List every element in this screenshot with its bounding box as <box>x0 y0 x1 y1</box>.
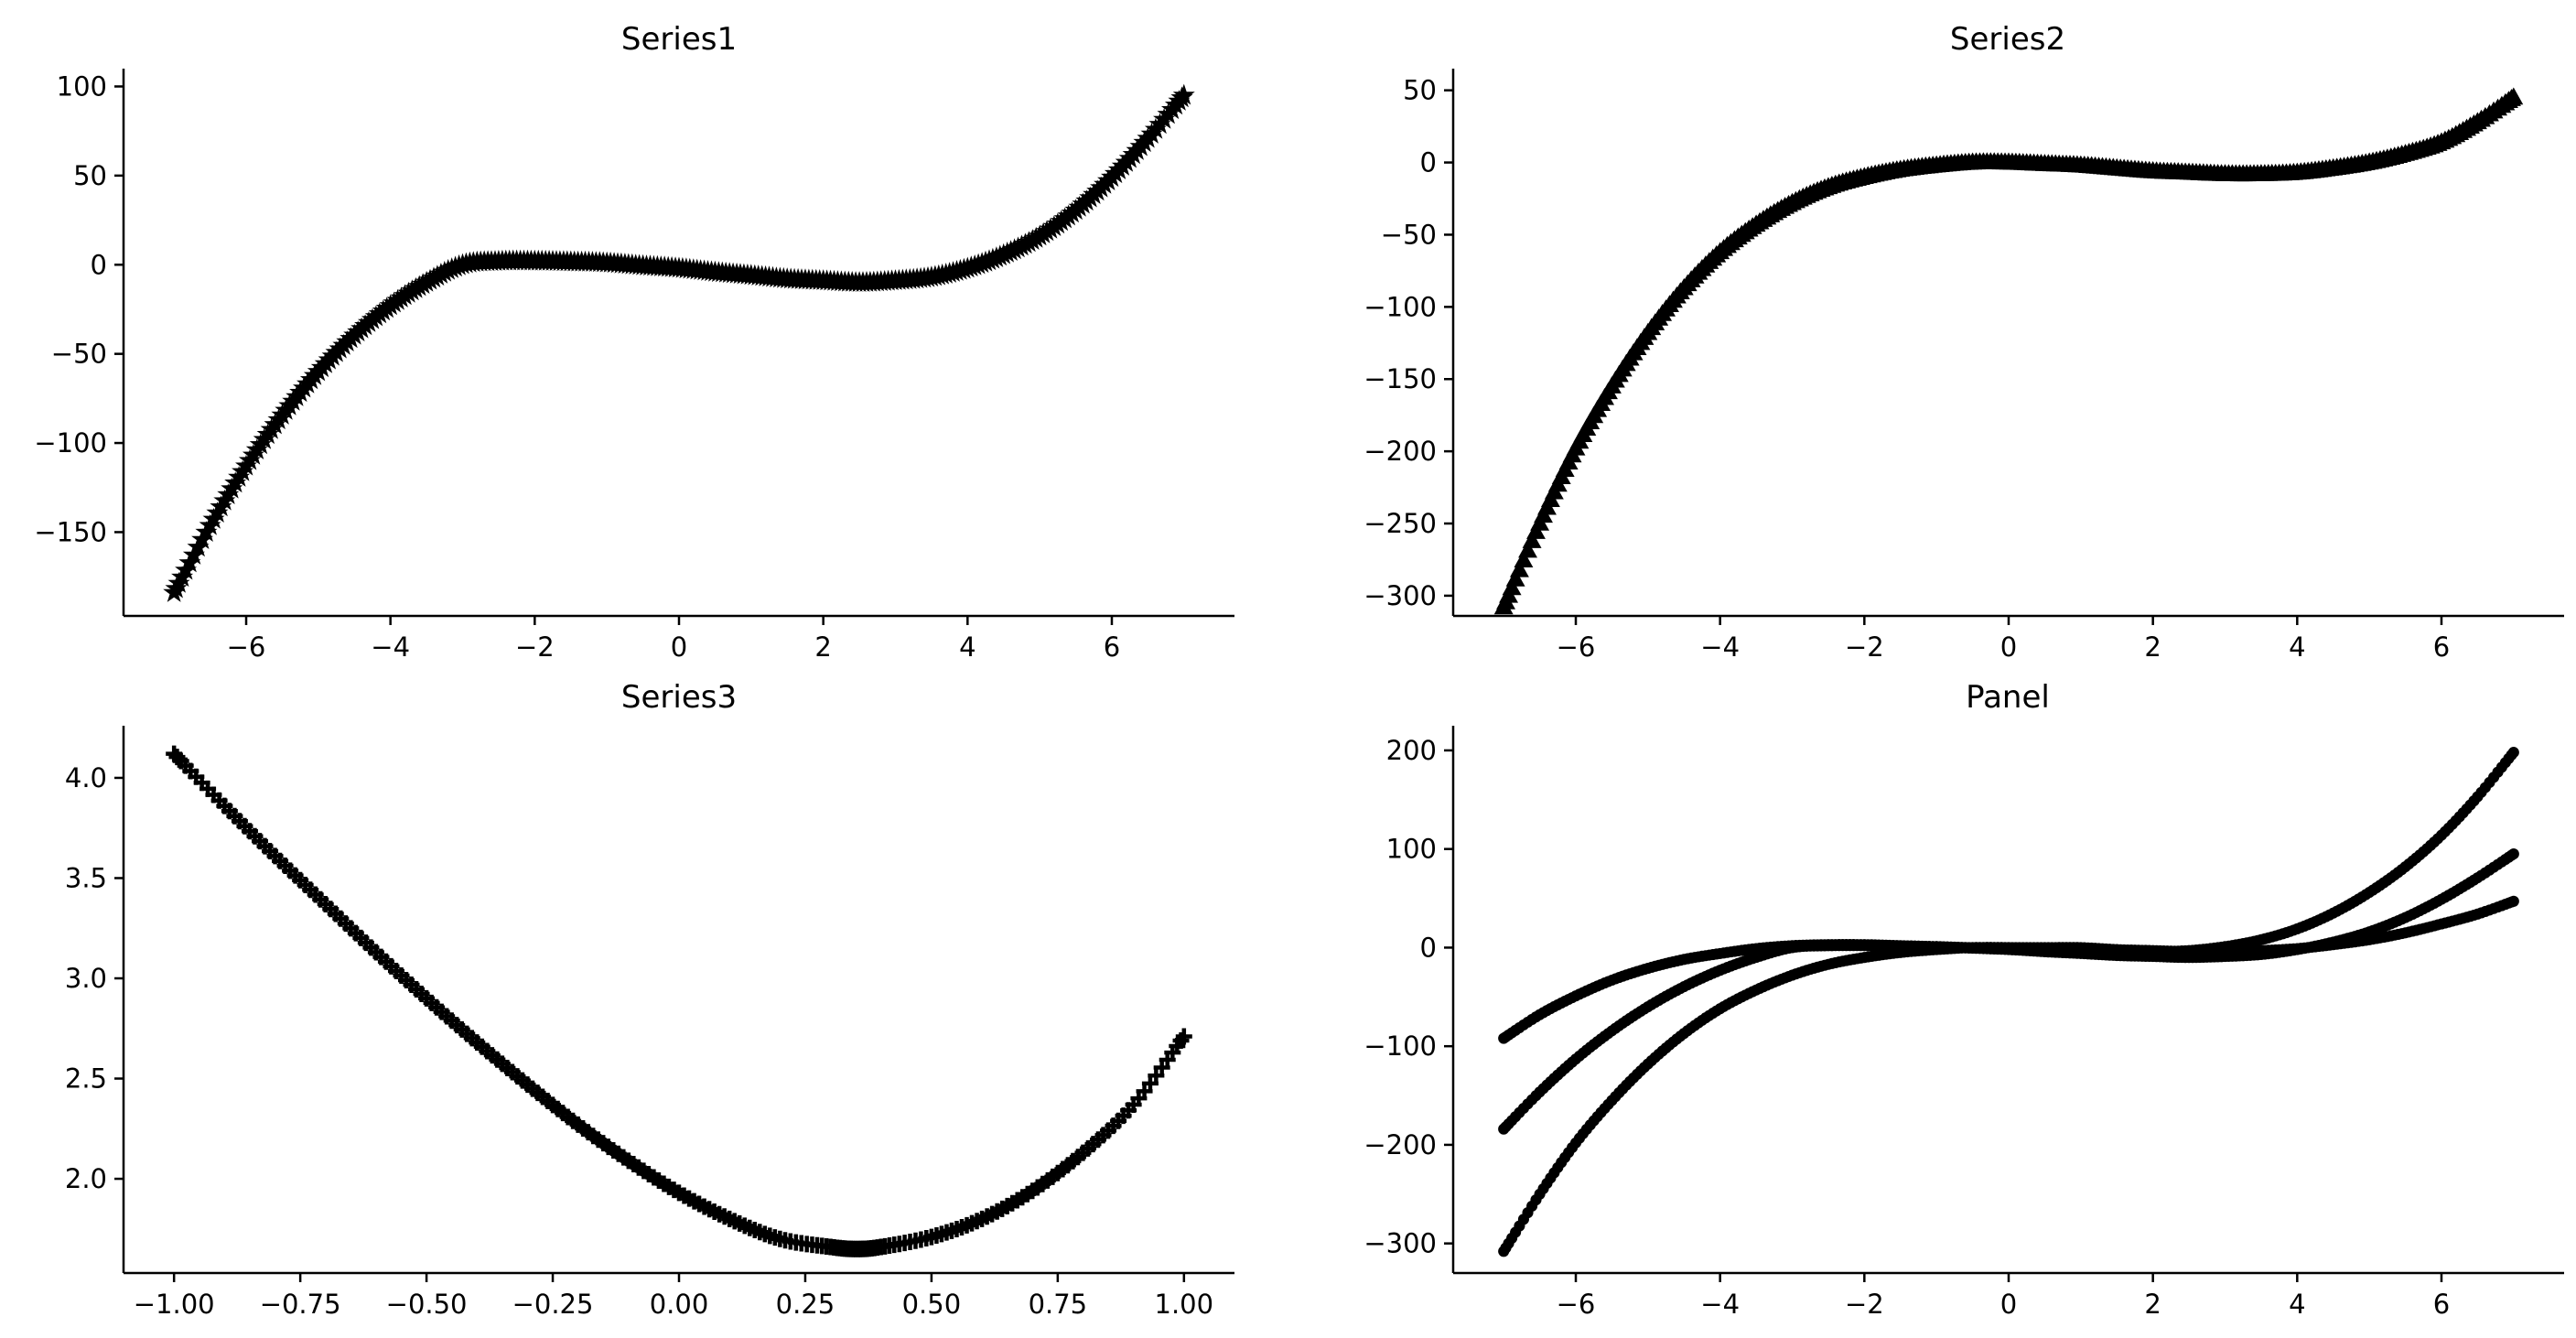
x-tick-label: 6 <box>1104 631 1120 663</box>
subplot-title: Series2 <box>1950 21 2065 58</box>
y-tick-label: −150 <box>34 516 107 547</box>
y-tick-layer: −300 −250 −200 −150 −100 −50 0 50 <box>1363 75 1453 611</box>
y-tick-layer: 2.0 2.5 3.0 3.5 4.0 <box>65 762 124 1194</box>
y-tick-label: 50 <box>73 160 107 191</box>
y-tick-label: 100 <box>57 70 107 102</box>
data-point <box>2507 895 2519 907</box>
x-tick-label: −0.50 <box>386 1289 468 1320</box>
x-tick-label: −1.00 <box>134 1289 215 1320</box>
y-tick-label: −100 <box>1363 291 1437 322</box>
y-tick-label: −200 <box>1363 436 1437 467</box>
x-tick-label: −6 <box>1557 631 1596 663</box>
subplot-series2: Series2 −6 −4 −2 0 2 4 6 −300−250−200−150−100−… <box>1363 21 2564 663</box>
y-tick-label: 0 <box>91 249 107 280</box>
y-tick-label: −200 <box>1363 1129 1437 1160</box>
x-tick-label: −2 <box>1845 631 1884 663</box>
data-point <box>2507 747 2519 759</box>
data-point <box>1522 531 1542 548</box>
y-tick-layer: −150 −100 −50 0 50 100 <box>34 70 124 547</box>
subplot-title: Series1 <box>621 21 737 58</box>
x-tick-layer: −6 −4 −2 0 2 4 6 <box>1557 1273 2450 1320</box>
data-point <box>1514 550 1534 568</box>
y-tick-label: −150 <box>1363 363 1437 394</box>
y-tick-label: 0 <box>1420 932 1437 963</box>
data-point <box>1175 1028 1192 1045</box>
x-tick-label: 0 <box>2000 631 2017 663</box>
y-tick-label: 50 <box>1403 75 1437 106</box>
x-tick-label: 0.75 <box>1029 1289 1088 1320</box>
data-point <box>1518 540 1537 558</box>
x-tick-label: −4 <box>1700 1289 1740 1320</box>
x-tick-label: 0 <box>2000 1289 2017 1320</box>
subplot-title: Panel <box>1966 679 2050 716</box>
x-tick-label: 2 <box>2144 631 2161 663</box>
x-tick-label: 6 <box>2433 631 2450 663</box>
x-tick-label: 4 <box>2289 1289 2305 1320</box>
x-tick-label: 0 <box>671 631 687 663</box>
x-tick-label: −0.75 <box>260 1289 341 1320</box>
y-tick-label: 200 <box>1386 735 1437 766</box>
x-tick-label: 0.25 <box>776 1289 835 1320</box>
y-tick-label: 3.0 <box>65 963 107 994</box>
subplot-series3: Series3 −1.00 −0.75 −0.50 −0.25 0.00 0.25 0.50… <box>65 679 1234 1320</box>
y-tick-label: −300 <box>1363 580 1437 611</box>
y-tick-label: 4.0 <box>65 762 107 793</box>
marker-layer <box>1498 747 2519 1257</box>
x-tick-layer: −1.00 −0.75 −0.50 −0.25 0.00 0.25 0.50 0.75 1.00 <box>134 1273 1213 1320</box>
y-tick-layer: −300 −200 −100 0 100 200 <box>1363 735 1453 1259</box>
data-point <box>1502 577 1522 596</box>
data-point <box>1509 559 1529 577</box>
x-tick-label: 4 <box>2289 631 2305 663</box>
x-tick-label: −4 <box>1700 631 1740 663</box>
marker-layer <box>1493 87 2524 615</box>
data-point <box>1172 83 1195 105</box>
y-tick-label: 2.0 <box>65 1163 107 1194</box>
x-tick-label: −6 <box>1557 1289 1596 1320</box>
y-tick-label: −50 <box>51 339 107 370</box>
x-tick-label: 1.00 <box>1155 1289 1214 1320</box>
x-tick-label: 0.00 <box>650 1289 709 1320</box>
x-tick-label: 0.50 <box>902 1289 962 1320</box>
x-tick-layer: −6 −4 −2 0 2 4 6 <box>1557 616 2450 663</box>
y-tick-label: 2.5 <box>65 1063 107 1095</box>
y-tick-label: 100 <box>1386 834 1437 865</box>
marker-layer <box>166 745 1192 1257</box>
y-tick-label: −100 <box>1363 1030 1437 1062</box>
subplot-series1: Series1 −6 −4 −2 0 2 4 6 −150 −100 −50 0 50 100 <box>34 21 1234 663</box>
x-tick-label: −6 <box>227 631 266 663</box>
x-tick-label: −2 <box>1845 1289 1884 1320</box>
x-tick-label: 2 <box>2144 1289 2161 1320</box>
x-tick-label: −0.25 <box>512 1289 594 1320</box>
y-tick-label: 0 <box>1420 147 1437 178</box>
x-tick-label: −2 <box>515 631 555 663</box>
y-tick-label: −300 <box>1363 1228 1437 1259</box>
x-tick-label: −4 <box>371 631 410 663</box>
x-tick-layer: −6 −4 −2 0 2 4 6 <box>227 616 1120 663</box>
subplot-panel: Panel −6 −4 −2 0 2 4 6 −300 −200 −100 0 100 200 <box>1363 679 2564 1320</box>
marker-layer <box>163 83 1195 602</box>
data-point <box>2507 848 2519 860</box>
y-tick-label: −50 <box>1381 219 1437 250</box>
y-tick-label: −250 <box>1363 508 1437 539</box>
y-tick-label: −100 <box>34 427 107 459</box>
data-point <box>1505 569 1525 587</box>
x-tick-label: 4 <box>959 631 975 663</box>
data-point <box>2504 87 2524 105</box>
x-tick-label: 2 <box>814 631 831 663</box>
subplot-title: Series3 <box>621 679 737 716</box>
x-tick-label: 6 <box>2433 1289 2450 1320</box>
y-tick-label: 3.5 <box>65 862 107 893</box>
